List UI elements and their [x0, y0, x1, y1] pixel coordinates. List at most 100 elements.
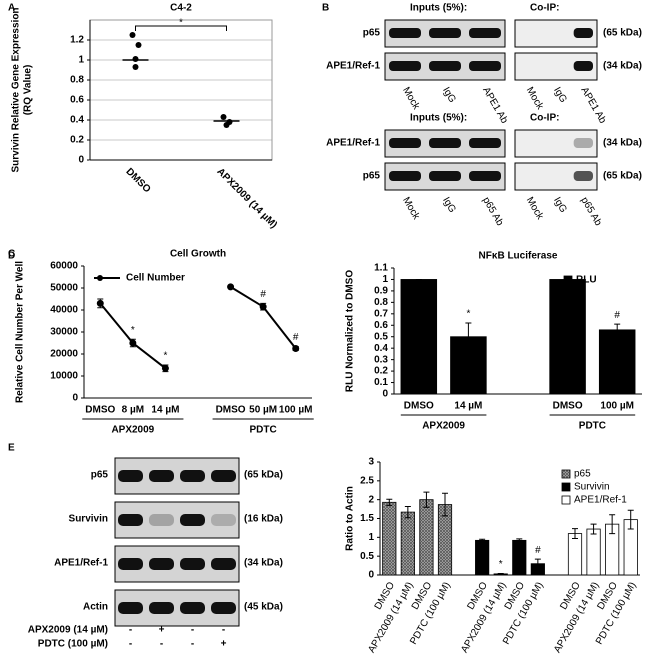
- lane-label: p65 Ab: [578, 195, 603, 228]
- data-point: [132, 56, 139, 62]
- data-point: [227, 283, 235, 291]
- y-tick-label: 0.8: [374, 297, 388, 308]
- blot-band: [211, 558, 236, 570]
- y-tick-label: 0.7: [374, 308, 388, 319]
- treatment-sign: -: [129, 625, 132, 636]
- group-label: APX2009: [422, 421, 465, 432]
- blot-band: [429, 138, 461, 148]
- treatment-sign: -: [191, 639, 194, 650]
- y-tick-label: 0.4: [70, 115, 84, 126]
- x-tick-label: DMSO: [216, 405, 246, 416]
- significance-mark: #: [535, 545, 541, 556]
- blot-row-label: p65: [363, 171, 381, 182]
- y-tick-label: 3: [368, 457, 374, 468]
- data-point: [129, 32, 136, 38]
- blot-band: [149, 514, 174, 526]
- data-point: [132, 64, 139, 70]
- blot-band: [573, 171, 593, 181]
- lane-label: Mock: [400, 195, 422, 222]
- treatment-sign: -: [222, 625, 225, 636]
- legend-label: RLU: [576, 275, 597, 286]
- y-axis-label: Survivin Relative Gene Expression: [11, 7, 22, 172]
- x-tick-label: 14 µM: [151, 405, 179, 416]
- significance-mark: *: [466, 309, 470, 320]
- blot-header: Inputs (5%):: [410, 113, 467, 124]
- error-bar: [479, 538, 486, 542]
- significance-mark: *: [499, 559, 503, 570]
- x-tick-label: 14 µM: [454, 401, 482, 412]
- series-line: [99, 286, 297, 370]
- y-tick-label: 0.8: [70, 75, 84, 86]
- blot-band: [180, 470, 205, 482]
- blot-band: [389, 138, 421, 148]
- data-point: [96, 299, 104, 307]
- lane-label: APE1 Ab: [480, 85, 510, 126]
- y-tick-label: 1.2: [70, 35, 84, 46]
- error-bar: [423, 491, 430, 508]
- x-tick-label: 50 µM: [249, 405, 277, 416]
- treatment-sign: +: [159, 625, 165, 636]
- y-tick-label: 0.3: [374, 354, 388, 365]
- y-tick-label: 0.2: [70, 135, 84, 146]
- significance-mark: *: [163, 351, 167, 362]
- y-tick-label: 0.6: [374, 320, 388, 331]
- y-axis-label: Relative Cell Number Per Well: [15, 261, 26, 403]
- blot-kda: (65 kDa): [244, 470, 283, 481]
- blot-membrane: [514, 129, 598, 158]
- x-tick-label: DMSO: [85, 405, 115, 416]
- error-bar: [534, 558, 541, 569]
- y-tick-label: 0.5: [360, 551, 374, 562]
- bar: [419, 499, 434, 576]
- y-tick-label: 0.6: [70, 95, 84, 106]
- error-bar: [590, 523, 597, 535]
- bar: [586, 528, 601, 576]
- blot-band: [118, 514, 143, 526]
- legend-label: Survivin: [574, 482, 610, 493]
- blot-band: [469, 171, 501, 181]
- error-bar: [572, 528, 578, 539]
- y-tick-label: 10000: [50, 371, 78, 382]
- blot-kda: (34 kDa): [603, 138, 642, 149]
- y-axis-label: Ratio to Actin: [345, 486, 356, 551]
- significance-bracket: [135, 25, 227, 31]
- blot-row-label: APE1/Ref-1: [326, 61, 380, 72]
- lane-label: IgG: [440, 195, 458, 215]
- group-label: PDTC: [250, 425, 277, 436]
- y-tick-label: 1: [368, 532, 374, 543]
- blot-band: [389, 28, 421, 38]
- blot-band: [573, 28, 593, 38]
- blot-row-label: p65: [91, 470, 109, 481]
- bar: [400, 279, 438, 395]
- y-tick-label: 1: [382, 274, 388, 285]
- treatment-label: APX2009 (14 µM): [28, 625, 108, 636]
- blot-band: [469, 138, 501, 148]
- y-tick-label: 0.9: [374, 286, 388, 297]
- legend-marker: [97, 275, 103, 281]
- blot-band: [469, 28, 501, 38]
- data-point: [223, 122, 230, 128]
- error-bar: [497, 572, 504, 575]
- legend-swatch: [561, 469, 571, 479]
- bar: [400, 511, 415, 576]
- blot-membrane: [114, 501, 240, 539]
- blot-band: [573, 61, 593, 71]
- panel-label: E: [8, 443, 15, 454]
- significance-mark: #: [293, 332, 299, 343]
- y-tick-label: 2.5: [360, 475, 374, 486]
- y-tick-label: 20000: [50, 349, 78, 360]
- x-tick-label: DMSO: [553, 401, 583, 412]
- y-tick-label: 1.1: [374, 263, 388, 274]
- treatment-sign: -: [160, 639, 163, 650]
- y-tick-label: 1: [78, 55, 84, 66]
- blot-kda: (65 kDa): [603, 171, 642, 182]
- lane-label: IgG: [440, 85, 458, 105]
- treatment-sign: +: [221, 639, 227, 650]
- blot-row-label: p65: [363, 28, 381, 39]
- y-tick-label: 0.2: [374, 366, 388, 377]
- panel-label: A: [8, 3, 15, 14]
- bar: [567, 533, 583, 576]
- y-tick-label: 2: [368, 494, 374, 505]
- y-tick-label: 0.1: [374, 377, 388, 388]
- x-tick-label: 8 µM: [122, 405, 144, 416]
- blot-band: [149, 558, 174, 570]
